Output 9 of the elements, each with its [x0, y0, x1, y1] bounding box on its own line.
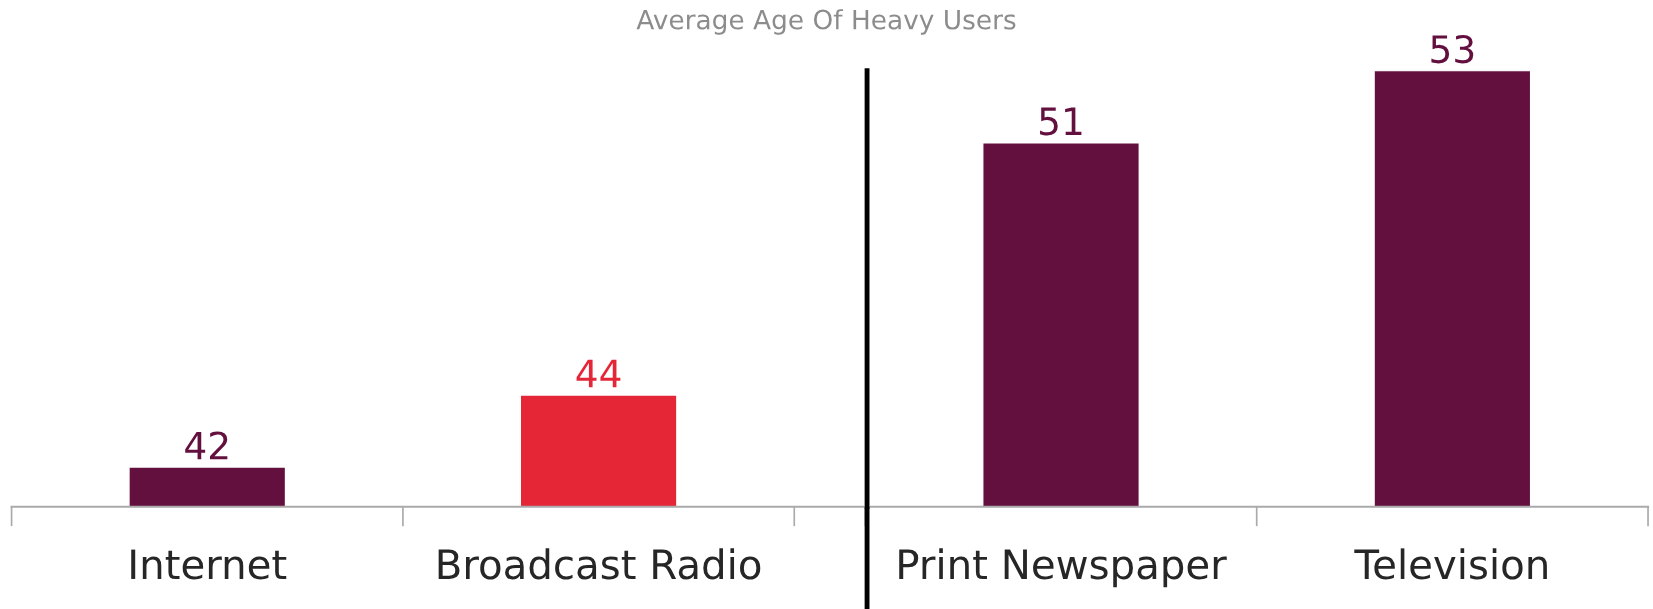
x-tick-label: Internet	[131, 549, 287, 580]
x-tick-label: Print Newspaper	[899, 548, 1227, 588]
x-tick-label: Broadcast Radio	[438, 548, 761, 580]
data-label: 51	[1040, 107, 1082, 136]
x-tick-label: Television	[1354, 548, 1547, 580]
data-label: 53	[1431, 35, 1474, 64]
data-label: 44	[576, 359, 621, 388]
data-label: 42	[185, 431, 228, 460]
chart-title: Average Age Of Heavy Users	[636, 9, 1016, 35]
